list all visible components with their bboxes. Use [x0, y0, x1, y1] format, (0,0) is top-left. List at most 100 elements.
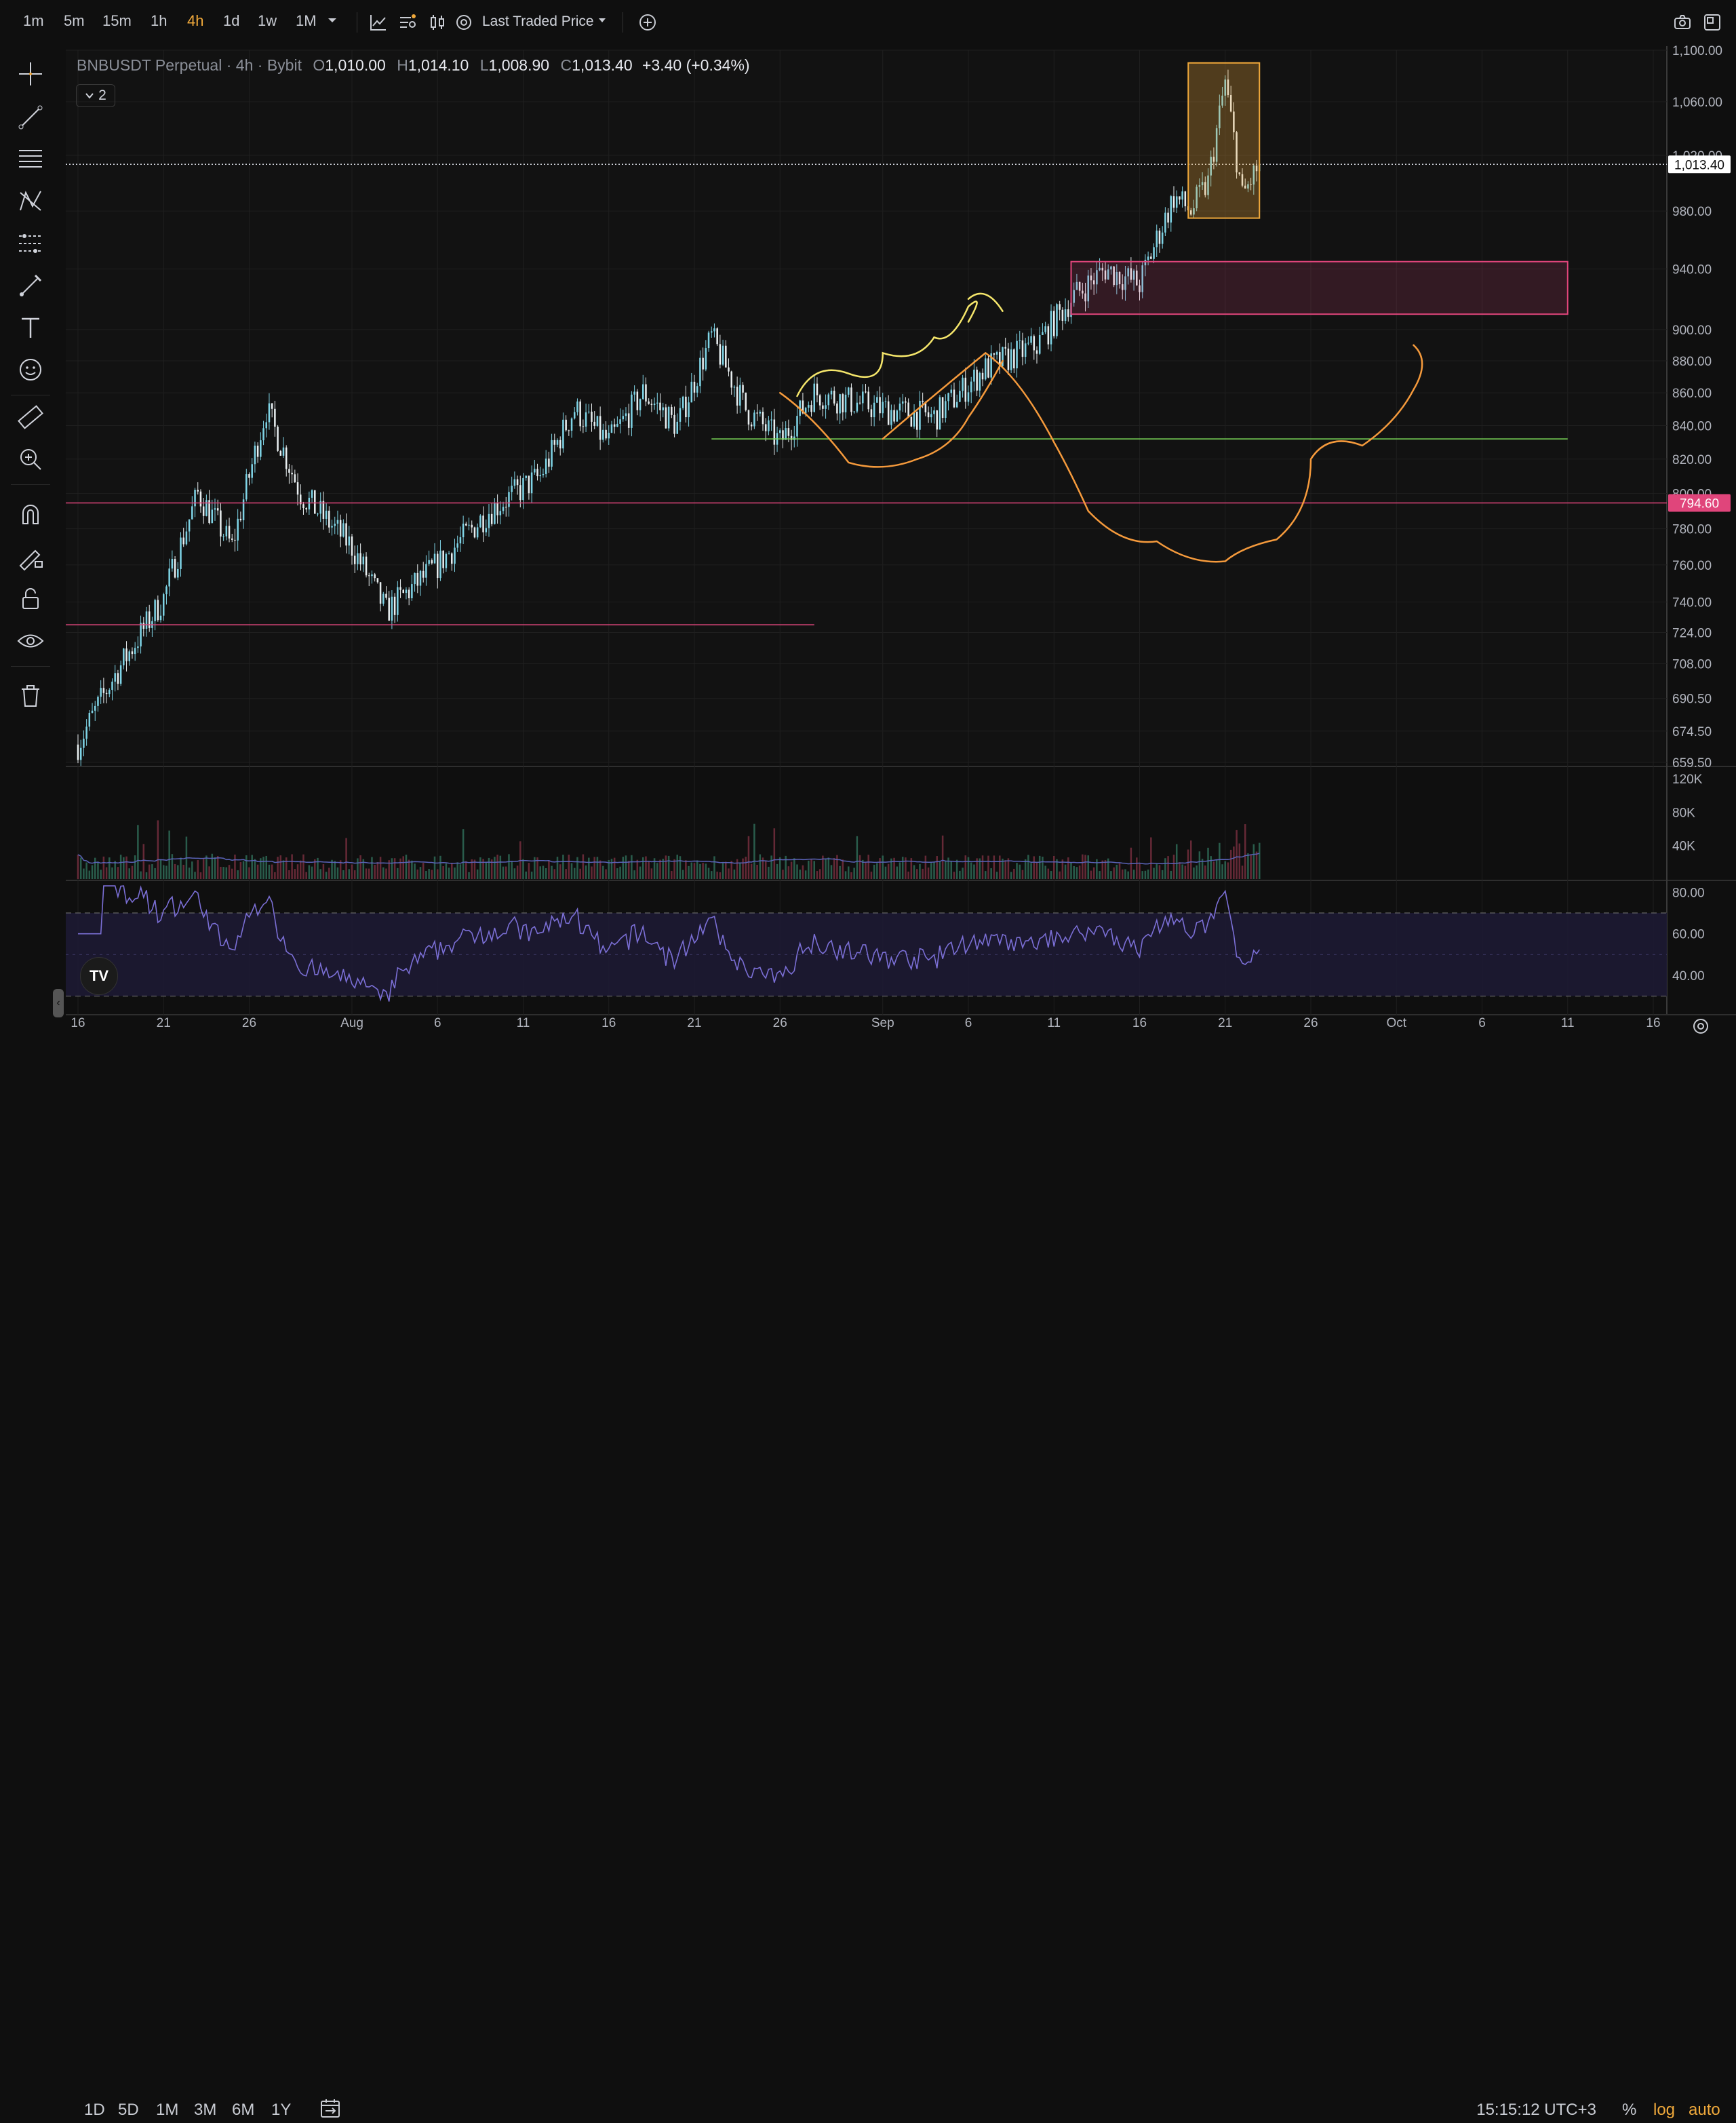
volume-bar	[659, 859, 661, 879]
volume-bar	[608, 859, 610, 879]
zoom-icon[interactable]	[15, 444, 46, 475]
axes-layer: 1,100.001,060.001,020.00980.00940.00900.…	[71, 44, 1731, 1034]
range-6m[interactable]: 6M	[232, 2101, 255, 2119]
candle-body	[850, 387, 852, 412]
range-1d[interactable]: 1D	[84, 2101, 105, 2119]
candle-body	[1247, 184, 1249, 189]
candle-body	[1101, 267, 1104, 271]
volume-bar	[562, 855, 564, 879]
settings-icon[interactable]	[1693, 1019, 1708, 1034]
utc-clock[interactable]: 15:15:12 UTC+3	[1476, 2101, 1596, 2119]
forecast-icon[interactable]	[15, 228, 46, 259]
go-to-date-icon[interactable]	[319, 2097, 340, 2118]
pattern-icon[interactable]	[15, 186, 46, 217]
trend-line-icon[interactable]	[15, 102, 46, 133]
candle-body	[825, 405, 827, 409]
crosshair-icon[interactable]	[15, 58, 46, 90]
candle-body	[1113, 266, 1115, 286]
price-source-select[interactable]: Last Traded Price	[482, 14, 594, 29]
volume-bar	[488, 857, 490, 879]
gear-hub	[1697, 1023, 1704, 1030]
volume-bar	[1156, 863, 1158, 879]
candle-body	[1127, 268, 1129, 277]
candle-body	[699, 357, 701, 387]
volume-bar	[431, 870, 433, 879]
volume-bar	[924, 855, 927, 879]
volume-bar	[1101, 860, 1104, 879]
volume-bar	[288, 870, 290, 879]
candle-body	[1021, 340, 1024, 357]
volume-bar	[745, 857, 747, 879]
chevron-down-icon	[85, 93, 94, 99]
fib-retracement-icon[interactable]	[15, 144, 46, 175]
timeframe-1w[interactable]: 1w	[258, 12, 277, 29]
timeframe-5m[interactable]: 5m	[64, 12, 85, 29]
candle-body	[579, 401, 581, 427]
candle-body	[1024, 343, 1027, 357]
candle-body	[468, 524, 470, 526]
auto-scale-toggle[interactable]: auto	[1689, 2101, 1720, 2119]
timeframe-1m[interactable]: 1m	[23, 12, 44, 29]
volume-bar	[1013, 868, 1015, 879]
brush-icon[interactable]	[15, 270, 46, 301]
magnet-icon[interactable]	[15, 499, 46, 530]
chevron-down-icon[interactable]	[326, 14, 346, 34]
candle-body	[1042, 332, 1044, 335]
volume-bar	[325, 872, 328, 879]
candle-body	[702, 357, 704, 370]
timeframe-1d[interactable]: 1d	[223, 12, 240, 29]
time-tick-label: Oct	[1386, 1016, 1406, 1030]
volume-bar	[402, 856, 405, 879]
lock-drawing-icon[interactable]	[15, 541, 46, 572]
volume-bar	[887, 863, 890, 879]
chevron-down-icon[interactable]	[597, 15, 617, 35]
collapse-toolbar-button[interactable]: ‹	[53, 989, 64, 1017]
line-chart-icon[interactable]	[368, 12, 389, 33]
eye-icon[interactable]	[15, 625, 46, 657]
range-5d[interactable]: 5D	[118, 2101, 139, 2119]
candle-body	[1056, 304, 1058, 336]
trash-icon[interactable]	[15, 680, 46, 711]
indicators-icon[interactable]	[397, 12, 418, 33]
emoji-icon[interactable]	[15, 354, 46, 385]
indicators-toggle[interactable]: 2	[76, 84, 115, 107]
volume-bar	[191, 861, 193, 879]
volume-bar	[134, 855, 136, 879]
timeframe-4h[interactable]: 4h	[187, 12, 204, 29]
camera-icon[interactable]	[1672, 12, 1693, 33]
candle-body	[125, 648, 127, 661]
timeframe-1h[interactable]: 1h	[151, 12, 167, 29]
candle-body	[1212, 157, 1215, 162]
time-tick-label: 26	[1303, 1016, 1318, 1030]
price-source-icon[interactable]	[454, 12, 474, 33]
volume-bar	[705, 863, 707, 879]
candle-body	[927, 412, 930, 418]
volume-bar	[679, 856, 682, 879]
text-icon[interactable]	[15, 312, 46, 343]
unlock-icon[interactable]	[15, 583, 46, 615]
timeframe-1M[interactable]: 1M	[296, 12, 317, 29]
candle-body	[725, 345, 727, 368]
price-tick-label: 980.00	[1672, 205, 1712, 219]
range-1m[interactable]: 1M	[156, 2101, 179, 2119]
ruler-icon[interactable]	[15, 402, 46, 433]
timeframe-15m[interactable]: 15m	[102, 12, 132, 29]
volume-bar	[1181, 864, 1183, 879]
log-scale-toggle[interactable]: log	[1653, 2101, 1676, 2119]
candle-body	[488, 513, 490, 528]
candle-body	[216, 508, 219, 511]
add-icon[interactable]	[637, 12, 658, 33]
fullscreen-icon[interactable]	[1702, 12, 1722, 33]
candle-body	[376, 578, 379, 583]
range-1y[interactable]: 1Y	[271, 2101, 292, 2119]
candles-icon[interactable]	[427, 12, 448, 33]
percent-scale-toggle[interactable]: %	[1622, 2101, 1637, 2119]
candle-body	[391, 596, 393, 621]
volume-bar	[1179, 862, 1181, 879]
chart-canvas[interactable]: 1,100.001,060.001,020.00980.00940.00900.…	[0, 0, 1736, 1085]
last-price-badge-bg	[1668, 155, 1731, 174]
symbol-name[interactable]: BNBUSDT Perpetual	[77, 56, 222, 74]
range-3m[interactable]: 3M	[194, 2101, 217, 2119]
candle-body	[722, 345, 724, 365]
projection-path-yellow	[796, 292, 1004, 397]
